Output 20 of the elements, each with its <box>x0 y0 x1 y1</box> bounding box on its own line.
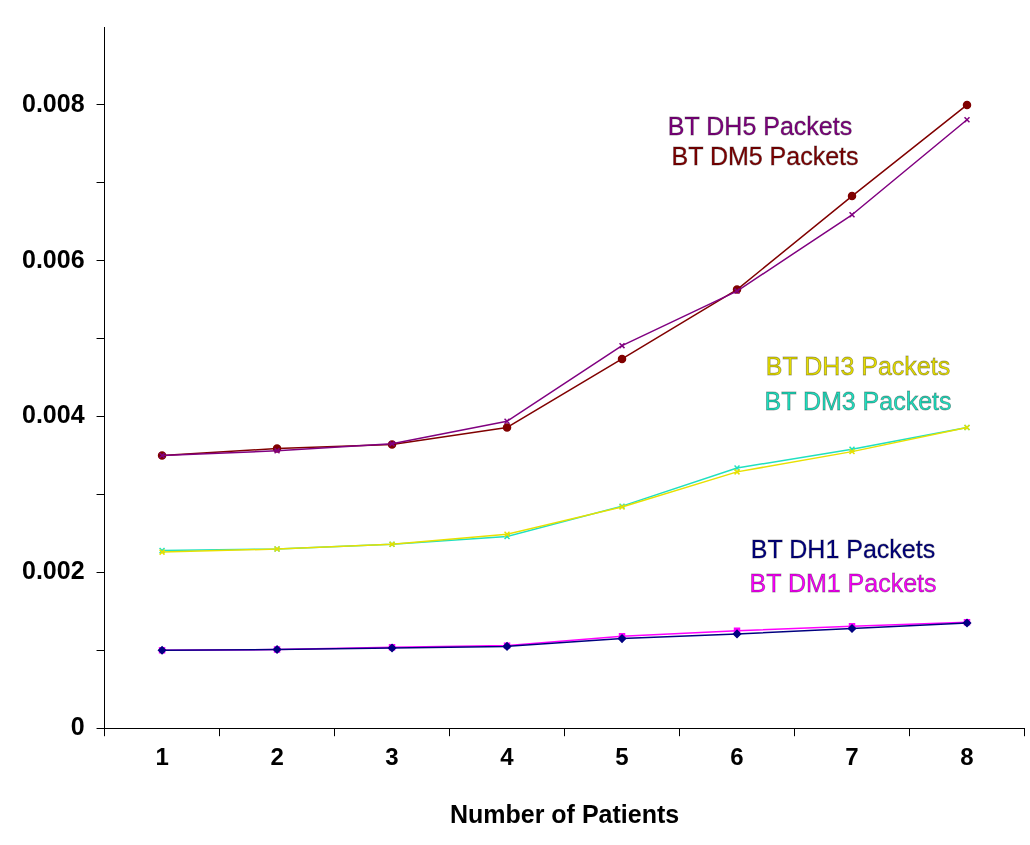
text: BT DH1 Packets <box>750 534 936 563</box>
x-axis-title: Number of Patients <box>449 799 680 828</box>
x-tick-label: 1 <box>155 743 169 771</box>
x-tick-label: 2 <box>270 743 284 771</box>
x-tick-label: 4 <box>500 743 515 771</box>
text: BT DH5 Packets <box>667 111 853 140</box>
y-tick-label: 0.006 <box>22 244 85 273</box>
x-tick-label: 7 <box>845 743 859 771</box>
series-label: BT DM3 Packets <box>764 386 952 415</box>
x-tick-label: 3 <box>385 743 399 771</box>
y-tick-label: 0.002 <box>22 556 85 585</box>
x-tick-label: 6 <box>730 743 744 771</box>
y-tick-label: 0.004 <box>22 400 85 429</box>
series-label: BT DM5 Packets <box>671 141 859 170</box>
y-tick-label: 0 <box>70 712 85 741</box>
x-tick-label: 5 <box>615 743 629 771</box>
series-label: BT DM1 Packets <box>749 568 937 597</box>
y-tick-label: 0.008 <box>22 88 85 117</box>
x-tick-label: 8 <box>960 743 974 771</box>
series-label: BT DH3 Packets <box>765 351 951 380</box>
